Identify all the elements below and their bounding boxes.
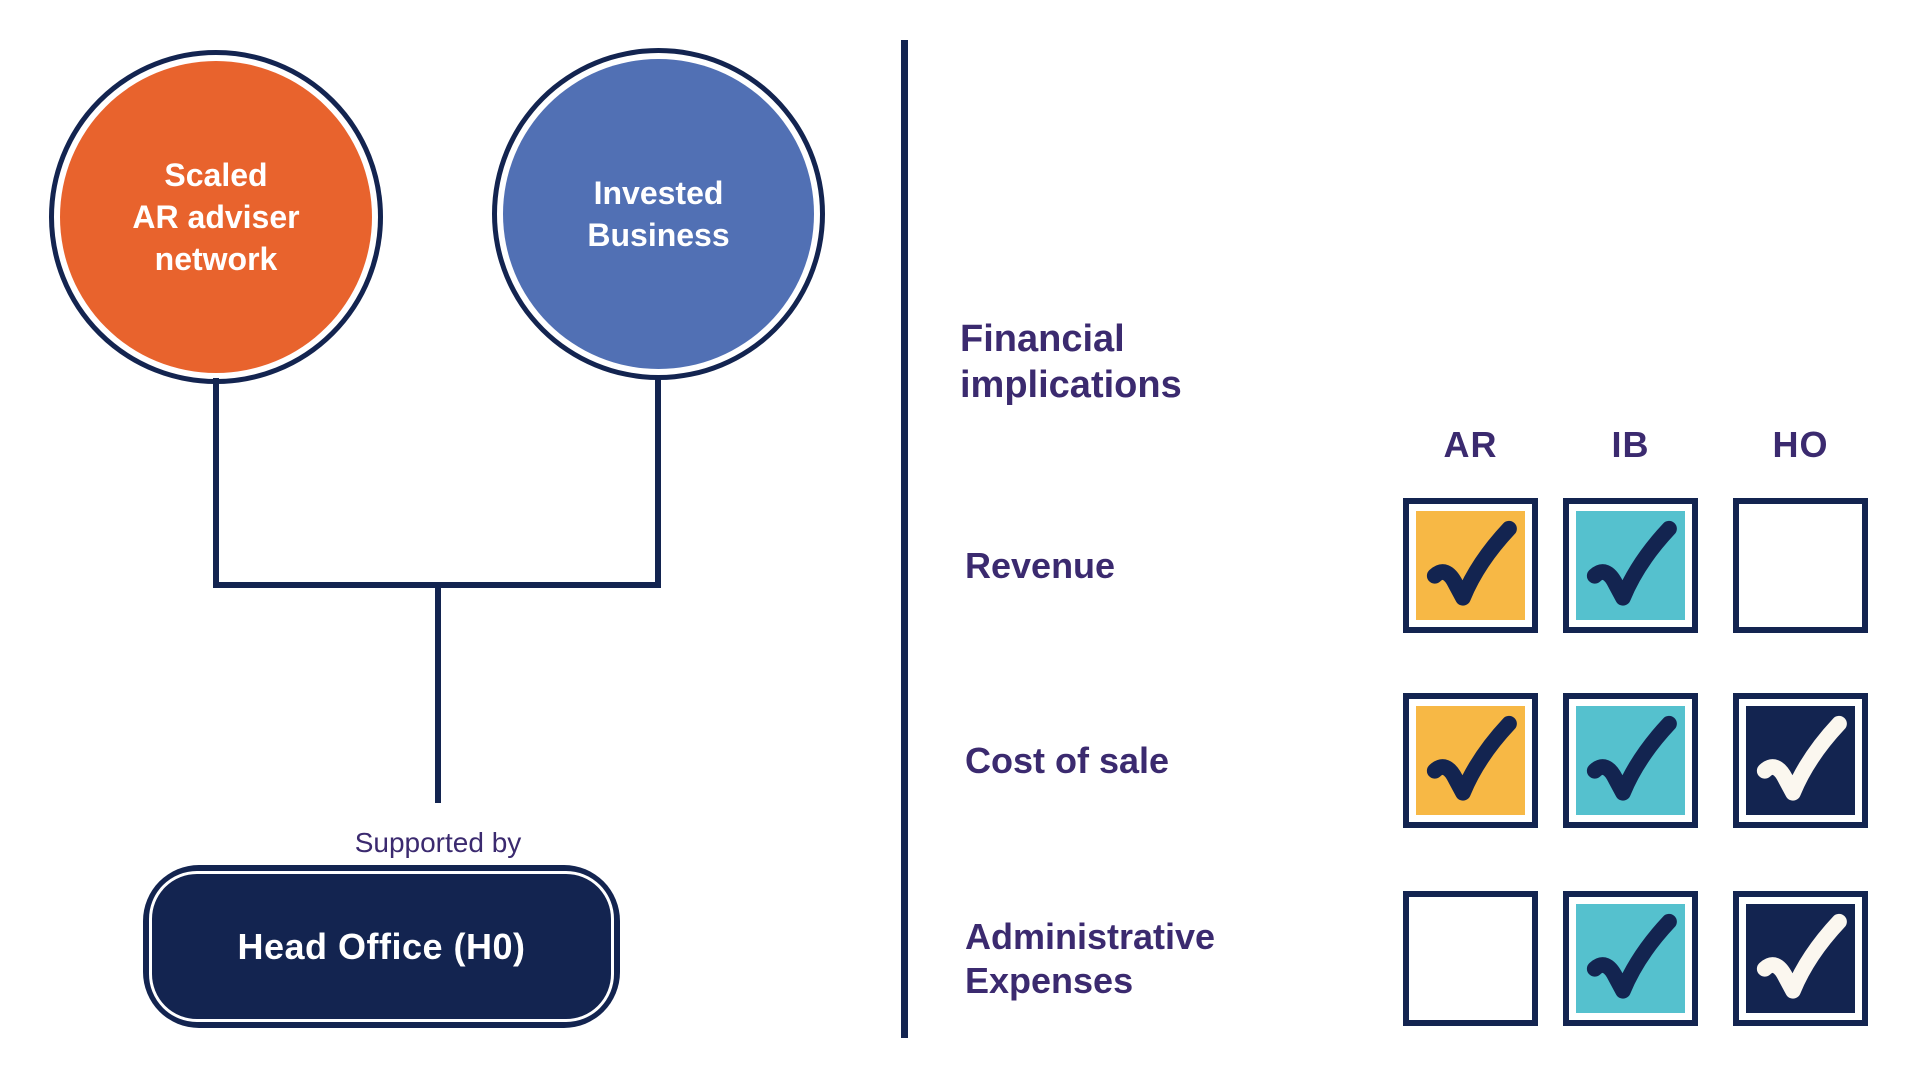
checkbox-ar-row1 — [1403, 498, 1538, 633]
row-label-3: Administrative Expenses — [965, 915, 1216, 1001]
column-header-ho: HO — [1772, 424, 1829, 465]
checkmark-icon — [1757, 914, 1848, 999]
circle-invested-business: Invested Business — [492, 48, 825, 380]
connector-ar-vertical — [213, 378, 219, 586]
checkmark-icon — [1587, 914, 1678, 999]
column-header-ib: IB — [1611, 424, 1650, 465]
column-header-ar: AR — [1443, 424, 1498, 465]
checkmark-icon — [1757, 716, 1848, 801]
checkmark-icon — [1587, 716, 1678, 801]
checkbox-fill-empty — [1746, 511, 1855, 620]
row-label-1: Revenue — [965, 544, 1116, 586]
checkbox-fill-checked — [1576, 511, 1685, 620]
checkbox-ar-row3 — [1403, 891, 1538, 1026]
financial-matrix: AR IB HO Revenue Cost of sale Administrative … — [965, 422, 1868, 1026]
checkbox-ib-row1 — [1563, 498, 1698, 633]
checkbox-fill-checked — [1576, 904, 1685, 1013]
matrix-row-2: Cost of sale — [965, 693, 1868, 828]
checkbox-fill-checked — [1416, 706, 1525, 815]
connector-ib-vertical — [655, 376, 661, 586]
checkbox-fill-checked — [1746, 706, 1855, 815]
head-office-box: Head Office (H0) — [143, 865, 620, 1028]
checkbox-fill-checked — [1576, 706, 1685, 815]
checkmark-icon — [1587, 521, 1678, 606]
checkbox-fill-checked — [1416, 511, 1525, 620]
checkmark-icon — [1427, 521, 1518, 606]
checkbox-ho-row3 — [1733, 891, 1868, 1026]
matrix-row-3: Administrative Expenses — [965, 891, 1868, 1026]
circle-ar-label: Scaled AR adviser network — [132, 157, 300, 277]
matrix-header-row: AR IB HO — [965, 422, 1868, 466]
circle-ib-label: Invested Business — [587, 175, 730, 253]
connector-center-vertical — [435, 582, 441, 803]
supported-by-label: Supported by — [354, 827, 522, 858]
checkbox-fill-empty — [1416, 904, 1525, 1013]
circle-ib-fill: Invested Business — [503, 59, 814, 369]
checkbox-fill-checked — [1746, 904, 1855, 1013]
checkbox-ar-row2 — [1403, 693, 1538, 828]
circle-ar-fill: Scaled AR adviser network — [60, 61, 372, 373]
matrix-row-1: Revenue — [965, 498, 1868, 633]
row-label-2: Cost of sale — [965, 739, 1170, 781]
checkbox-ib-row2 — [1563, 693, 1698, 828]
checkbox-ho-row1 — [1733, 498, 1868, 633]
head-office-inner-ring — [149, 871, 614, 1022]
checkbox-ho-row2 — [1733, 693, 1868, 828]
checkmark-icon — [1427, 716, 1518, 801]
head-office-label: Head Office (H0) — [237, 925, 526, 967]
financial-implications-title: Financial implications — [960, 318, 1182, 406]
section-divider — [901, 40, 908, 1038]
circle-ar-network: Scaled AR adviser network — [49, 50, 383, 384]
checkbox-ib-row3 — [1563, 891, 1698, 1026]
